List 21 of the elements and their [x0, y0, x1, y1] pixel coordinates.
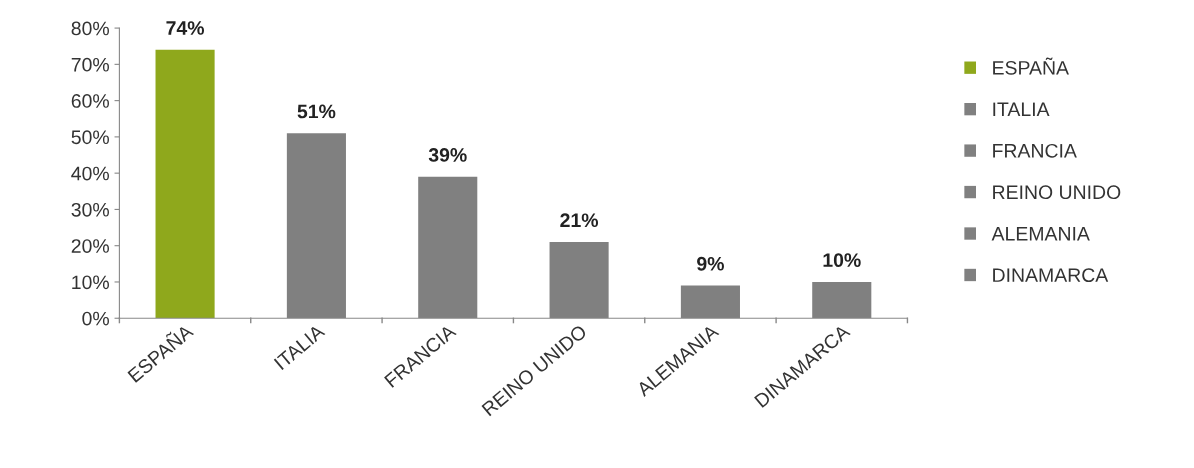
legend-label: ALEMANIA	[991, 227, 1090, 241]
legend-label: ESPAÑA	[993, 57, 1069, 75]
y-tick-label: 40%	[71, 166, 109, 181]
data-label: 9%	[697, 256, 724, 271]
data-label: 10%	[823, 253, 861, 268]
y-tick-label: 70%	[71, 57, 109, 72]
y-tick-label: 60%	[71, 94, 109, 108]
y-tick-label: 0%	[82, 311, 109, 326]
legend-label: ITALIA	[993, 102, 1050, 116]
y-tick-label: 50%	[71, 130, 109, 145]
y-tick-label: 10%	[72, 275, 109, 290]
legend-label: REINO UNIDO	[993, 185, 1121, 200]
y-tick-label: 30%	[71, 202, 109, 217]
data-label: 21%	[560, 213, 599, 228]
y-tick-label: 20%	[71, 239, 109, 253]
data-label: 39%	[428, 148, 467, 162]
y-tick-label: 80%	[71, 21, 109, 36]
data-label: 74%	[166, 21, 205, 35]
legend-label: DINAMARCA	[993, 268, 1109, 283]
legend-label: FRANCIA	[993, 143, 1077, 158]
data-label: 51%	[297, 104, 336, 119]
